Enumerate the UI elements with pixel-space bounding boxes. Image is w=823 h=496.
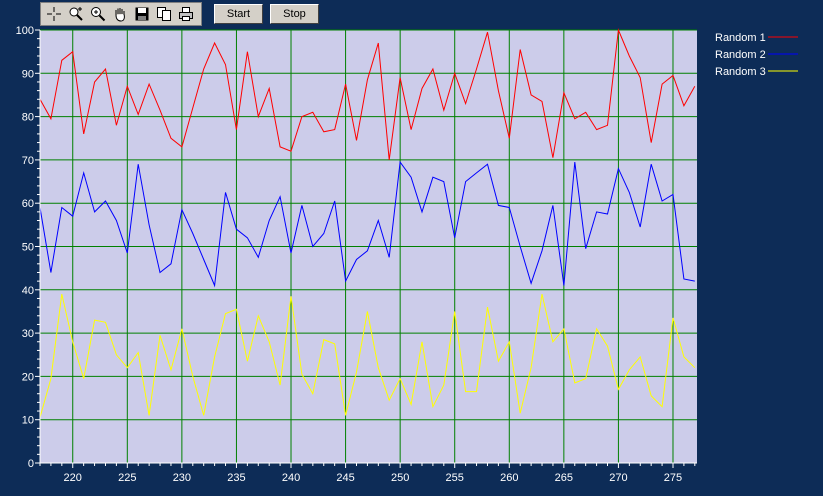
y-tick-label: 100 bbox=[16, 25, 34, 37]
legend-label: Random 2 bbox=[715, 49, 766, 61]
crosshair-icon[interactable] bbox=[43, 4, 65, 24]
y-tick-label: 70 bbox=[22, 155, 34, 167]
legend-label: Random 1 bbox=[715, 32, 766, 44]
axes: 220 225 230 235 240 245 250 255 260 265 270 275 0 10 2… bbox=[16, 25, 697, 484]
save-icon[interactable] bbox=[131, 4, 153, 24]
y-tick-label: 10 bbox=[22, 415, 34, 427]
x-tick-label: 235 bbox=[227, 472, 245, 484]
x-tick-label: 265 bbox=[555, 472, 573, 484]
chart-toolbar bbox=[40, 2, 202, 26]
print-icon[interactable] bbox=[175, 4, 197, 24]
legend-label: Random 3 bbox=[715, 66, 766, 78]
series-line-random-1 bbox=[39, 28, 696, 160]
y-tick-label: 90 bbox=[22, 68, 34, 80]
x-tick-label: 255 bbox=[446, 472, 464, 484]
y-tick-label: 20 bbox=[22, 371, 34, 383]
x-tick-label: 275 bbox=[664, 472, 682, 484]
x-tick-label: 250 bbox=[391, 472, 409, 484]
x-tick-label: 240 bbox=[282, 472, 300, 484]
x-tick-label: 230 bbox=[173, 472, 191, 484]
start-button[interactable]: Start bbox=[214, 4, 263, 24]
zoom-in-icon[interactable] bbox=[87, 4, 109, 24]
x-tick-label: 270 bbox=[609, 472, 627, 484]
series-lines bbox=[39, 28, 696, 418]
grid-lines bbox=[40, 29, 697, 463]
y-tick-label: 0 bbox=[28, 458, 34, 470]
copy-icon[interactable] bbox=[153, 4, 175, 24]
y-tick-label: 60 bbox=[22, 198, 34, 210]
series-line-random-3 bbox=[39, 293, 696, 418]
legend: Random 1 Random 2 Random 3 bbox=[715, 32, 798, 78]
y-tick-label: 80 bbox=[22, 112, 34, 124]
zoom-icon[interactable] bbox=[65, 4, 87, 24]
y-tick-label: 30 bbox=[22, 328, 34, 340]
y-tick-label: 50 bbox=[22, 242, 34, 254]
x-tick-label: 260 bbox=[500, 472, 518, 484]
x-tick-label: 220 bbox=[64, 472, 82, 484]
x-tick-label: 225 bbox=[118, 472, 136, 484]
y-tick-label: 40 bbox=[22, 285, 34, 297]
x-tick-label: 245 bbox=[336, 472, 354, 484]
stop-button[interactable]: Stop bbox=[270, 4, 319, 24]
series-line-random-2 bbox=[39, 160, 695, 288]
pan-hand-icon[interactable] bbox=[109, 4, 131, 24]
